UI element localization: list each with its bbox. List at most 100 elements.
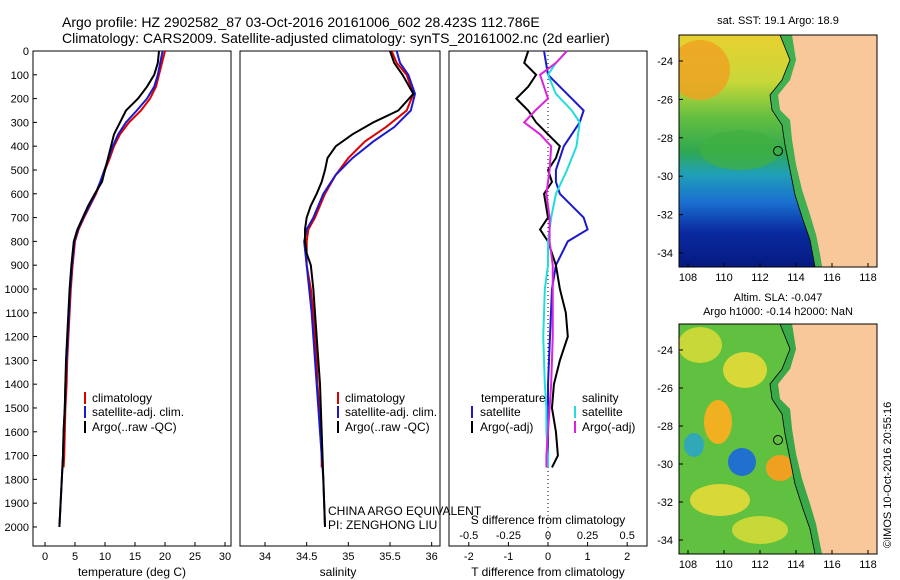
depth-tick-label: 600 — [11, 189, 29, 201]
salinity-series-group — [303, 50, 417, 527]
legend-climatology-label: climatology — [92, 391, 152, 405]
sal-legend-argo-label: Argo(..raw -QC) — [345, 420, 430, 434]
lat-tick-label: -24 — [657, 345, 673, 357]
lat-tick-label: -30 — [657, 459, 673, 471]
lat-tick-label: -34 — [657, 535, 673, 547]
x-tick-label: 5 — [72, 551, 78, 563]
x-tick-label: 1 — [585, 551, 591, 563]
salinity-axes-frame — [239, 50, 441, 547]
series-line-satellite-adj-clim- — [303, 50, 417, 527]
sst-lat-ticks: -24 -26 -28 -30 -32 -34 — [657, 56, 683, 260]
x-tick-label: 35 — [342, 551, 354, 563]
lon-tick-label: 118 — [859, 559, 877, 571]
sal-legend-satellite-label: satellite-adj. clim. — [345, 405, 437, 419]
depth-tick-label: 700 — [11, 213, 29, 225]
lat-tick-label: -26 — [657, 383, 673, 395]
lon-tick-label: 118 — [859, 272, 877, 284]
title-line-1: Argo profile: HZ 2902582_87 03-Oct-2016 … — [62, 14, 540, 30]
sst-green-patch — [700, 130, 780, 170]
sst-land — [778, 35, 877, 267]
sla-patch-1 — [679, 327, 722, 363]
sla-patch-6 — [684, 433, 704, 457]
salinity-x-ticks: 34 34.5 35 35.5 36 — [259, 542, 438, 563]
depth-tick-label: 1800 — [5, 474, 29, 486]
lon-tick-label: 116 — [823, 559, 841, 571]
depth-tick-label: 1400 — [5, 379, 29, 391]
lat-tick-label: -32 — [657, 210, 673, 222]
lon-tick-label: 108 — [679, 272, 697, 284]
x-tick-label: -1 — [504, 551, 514, 563]
legend-t-argo-label: Argo(-adj) — [480, 420, 533, 434]
lon-tick-label: 114 — [787, 559, 805, 571]
sst-float-marker — [773, 146, 783, 156]
t-difference-label: T difference from climatology — [471, 565, 625, 579]
s-tick-label: 0.5 — [620, 530, 635, 542]
s-tick-label: -0.25 — [496, 530, 521, 542]
lat-tick-label: -28 — [657, 421, 673, 433]
series-line-argo-raw-qc- — [58, 50, 160, 528]
temperature-x-axis-label: temperature (deg C) — [78, 565, 186, 579]
depth-tick-label: 500 — [11, 165, 29, 177]
sla-coastline — [769, 324, 816, 554]
sst-map-title: sat. SST: 19.1 Argo: 18.9 — [717, 15, 839, 27]
series-line-satellite-adj-clim- — [58, 50, 164, 528]
depth-tick-label: 1100 — [5, 308, 29, 320]
depth-tick-label: 1600 — [5, 427, 29, 439]
x-tick-label: 2 — [624, 551, 630, 563]
depth-tick-label: 0 — [23, 46, 29, 58]
sla-lat-ticks: -24 -26 -28 -30 -32 -34 — [657, 345, 683, 547]
salinity-difference-ticks: -0.5 -0.25 0 0.25 0.5 — [459, 530, 635, 542]
difference-x-ticks: -2 -1 0 1 2 — [464, 542, 630, 563]
depth-ticks: 0 100 200 300 400 500 600 700 800 900 1000 1100 1200… — [5, 46, 37, 534]
salinity-panel: 34 34.5 35 35.5 36 salinity climatology sate… — [239, 50, 482, 579]
pi-annotation-line-2: PI: ZENGHONG LIU — [328, 518, 437, 532]
legend-satellite-label: satellite-adj. clim. — [92, 405, 184, 419]
series-line-argo-raw-qc- — [304, 50, 415, 527]
lat-tick-label: -32 — [657, 497, 673, 509]
x-tick-label: -2 — [464, 551, 474, 563]
x-tick-label: 34 — [259, 551, 271, 563]
x-tick-label: 34.5 — [296, 551, 317, 563]
depth-tick-label: 200 — [11, 94, 29, 106]
series-line-salinity-argo-adj- — [522, 50, 568, 468]
salinity-legend: climatology satellite-adj. clim. Argo(..… — [337, 391, 437, 434]
x-tick-label: 0 — [545, 551, 551, 563]
legend-argo-label: Argo(..raw -QC) — [92, 420, 177, 434]
temperature-x-ticks: 0 5 10 15 20 25 30 — [42, 542, 231, 563]
lon-tick-label: 114 — [787, 272, 805, 284]
legend-s-argo-label: Argo(-adj) — [582, 420, 635, 434]
depth-tick-label: 100 — [11, 70, 29, 82]
depth-tick-label: 1000 — [5, 284, 29, 296]
lon-tick-label: 108 — [679, 559, 697, 571]
lat-tick-label: -28 — [657, 133, 673, 145]
lon-tick-label: 112 — [751, 272, 769, 284]
difference-legend: temperature salinity satellite Argo(-adj… — [471, 391, 635, 434]
depth-tick-label: 1700 — [5, 451, 29, 463]
depth-tick-label: 1200 — [5, 332, 29, 344]
sla-map-title-2: Argo h1000: -0.14 h2000: NaN — [703, 306, 853, 318]
salinity-x-axis-label: salinity — [320, 565, 357, 579]
sla-patch-5 — [766, 455, 794, 481]
depth-tick-label: 300 — [11, 117, 29, 129]
lat-tick-label: -26 — [657, 94, 673, 106]
temperature-series-group — [58, 50, 166, 528]
temperature-axes-frame — [32, 50, 232, 547]
sal-legend-climatology-label: climatology — [345, 391, 405, 405]
series-line-temperature-argo-adj- — [514, 50, 569, 468]
sst-coastline — [769, 35, 816, 267]
sla-float-marker — [773, 435, 783, 445]
imos-credit: ©IMOS 10-Oct-2016 20:55:16 — [882, 402, 894, 548]
temperature-legend: climatology satellite-adj. clim. Argo(..… — [84, 391, 184, 434]
lat-tick-label: -24 — [657, 56, 673, 68]
series-line-salinity-satellite — [542, 50, 581, 468]
lat-tick-label: -30 — [657, 171, 673, 183]
sst-shelf-strip — [770, 35, 822, 267]
difference-panel: -2 -1 0 1 2 -0.5 -0.25 0 0.25 0.5 S difference f… — [448, 50, 648, 579]
sla-patch-7 — [690, 484, 750, 516]
x-tick-label: 15 — [129, 551, 141, 563]
x-tick-label: 10 — [99, 551, 111, 563]
x-tick-label: 20 — [159, 551, 171, 563]
sst-map: sat. SST: 19.1 Argo: 18.9 — [657, 15, 878, 284]
depth-tick-label: 400 — [11, 141, 29, 153]
